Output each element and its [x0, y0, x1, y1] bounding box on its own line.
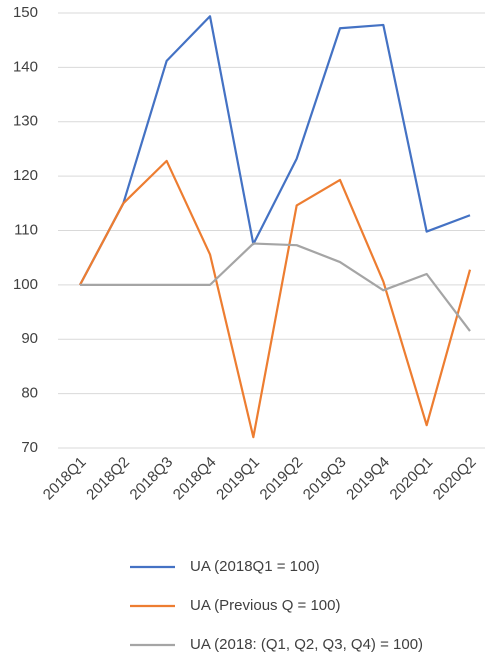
- y-tick-label: 130: [13, 113, 38, 130]
- x-tick-label: 2018Q1: [40, 454, 90, 504]
- x-tick-label: 2020Q1: [387, 454, 437, 504]
- y-tick-label: 120: [13, 167, 38, 184]
- y-tick-label: 140: [13, 58, 38, 75]
- x-tick-label: 2018Q4: [170, 454, 220, 504]
- legend-label: UA (2018Q1 = 100): [190, 558, 320, 575]
- y-tick-label: 100: [13, 276, 38, 293]
- x-tick-label: 2019Q2: [257, 454, 307, 504]
- legend-label: UA (Previous Q = 100): [190, 597, 340, 614]
- x-tick-label: 2019Q4: [343, 454, 393, 504]
- series-line: [80, 242, 471, 332]
- y-tick-label: 150: [13, 4, 38, 21]
- x-tick-label: 2019Q1: [213, 454, 263, 504]
- x-tick-label: 2019Q3: [300, 454, 350, 504]
- legend-label: UA (2018: (Q1, Q2, Q3, Q4) = 100): [190, 636, 423, 653]
- y-tick-label: 90: [21, 330, 38, 347]
- y-tick-label: 110: [14, 221, 38, 238]
- x-tick-label: 2018Q3: [127, 454, 177, 504]
- series-line: [79, 159, 472, 439]
- y-tick-label: 80: [21, 385, 38, 402]
- x-tick-label: 2018Q2: [83, 454, 133, 504]
- y-tick-label: 70: [21, 439, 38, 456]
- x-tick-label: 2020Q2: [430, 454, 480, 504]
- series-line: [79, 15, 471, 286]
